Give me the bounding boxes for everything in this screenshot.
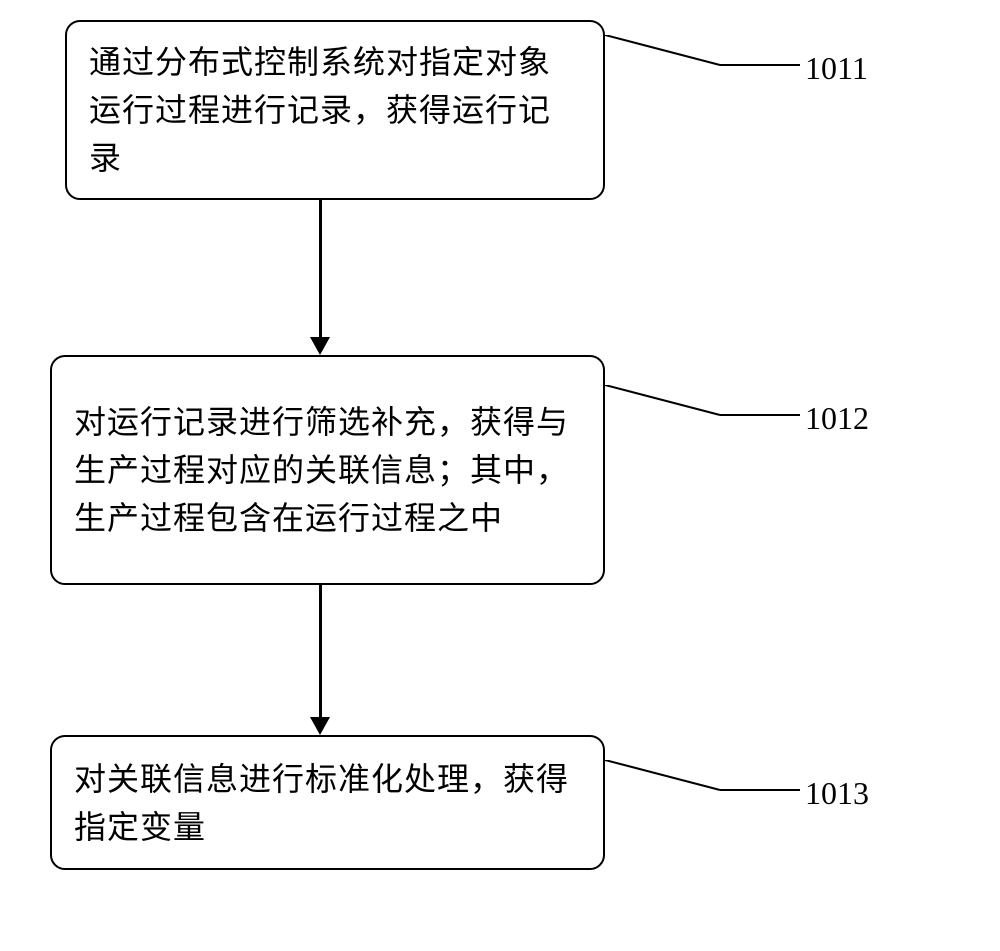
flowchart-node-2: 对运行记录进行筛选补充，获得与生产过程对应的关联信息；其中，生产过程包含在运行过… <box>50 355 605 585</box>
leader-line-2 <box>605 385 805 420</box>
leader-line-1 <box>605 35 805 70</box>
leader-line-3 <box>605 760 805 795</box>
arrow-2-line <box>319 585 322 717</box>
flowchart-node-1: 通过分布式控制系统对指定对象运行过程进行记录，获得运行记录 <box>65 20 605 200</box>
arrow-1-line <box>319 200 322 337</box>
arrow-1-head <box>310 337 330 355</box>
node-2-text: 对运行记录进行筛选补充，获得与生产过程对应的关联信息；其中，生产过程包含在运行过… <box>74 398 581 542</box>
flowchart-node-3: 对关联信息进行标准化处理，获得指定变量 <box>50 735 605 870</box>
node-1-text: 通过分布式控制系统对指定对象运行过程进行记录，获得运行记录 <box>89 38 581 182</box>
node-3-label: 1013 <box>805 775 869 812</box>
node-2-label: 1012 <box>805 400 869 437</box>
node-3-text: 对关联信息进行标准化处理，获得指定变量 <box>74 755 581 851</box>
arrow-2-head <box>310 717 330 735</box>
node-1-label: 1011 <box>805 50 868 87</box>
flowchart-container: 通过分布式控制系统对指定对象运行过程进行记录，获得运行记录 1011 对运行记录… <box>0 0 1000 951</box>
